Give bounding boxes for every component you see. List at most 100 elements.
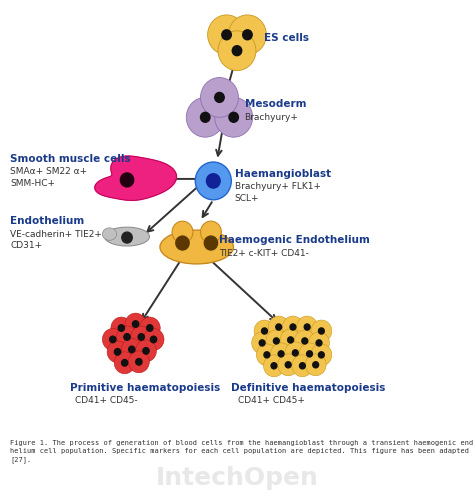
Circle shape [120,173,134,187]
Circle shape [207,174,220,188]
Text: SCL+: SCL+ [235,194,259,203]
Circle shape [243,30,252,40]
Ellipse shape [176,236,189,250]
Circle shape [285,342,306,364]
Circle shape [280,329,301,351]
Circle shape [264,355,284,377]
Text: CD41+ CD45-: CD41+ CD45- [75,396,137,405]
Text: TIE2+ c-KIT+ CD41-: TIE2+ c-KIT+ CD41- [219,248,309,257]
Circle shape [121,338,142,360]
Circle shape [285,362,291,368]
Circle shape [294,330,315,352]
Circle shape [111,317,132,339]
Circle shape [201,221,221,243]
Text: Haemogenic Endothelium: Haemogenic Endothelium [219,235,370,245]
Circle shape [201,112,210,122]
Circle shape [117,326,137,348]
Circle shape [114,348,121,355]
Circle shape [313,362,319,368]
Text: Definitive haematopoiesis: Definitive haematopoiesis [231,383,386,393]
Circle shape [172,221,193,243]
Text: CD31+: CD31+ [10,241,43,250]
Circle shape [271,343,292,365]
Text: ES cells: ES cells [264,33,310,43]
Circle shape [271,363,277,369]
Circle shape [125,313,146,335]
Circle shape [228,15,266,55]
Circle shape [229,112,238,122]
Circle shape [131,326,152,348]
Circle shape [218,31,256,71]
Circle shape [299,343,320,365]
Circle shape [195,162,231,200]
Circle shape [278,354,299,376]
Text: Figure 1. The process of generation of blood cells from the haemangioblast throu: Figure 1. The process of generation of b… [10,440,474,463]
Circle shape [201,78,238,117]
Circle shape [297,316,318,338]
Circle shape [259,340,265,346]
Circle shape [232,46,242,56]
Circle shape [300,363,305,369]
Circle shape [302,338,308,344]
Circle shape [107,341,128,363]
Text: Smooth muscle cells: Smooth muscle cells [10,154,131,164]
Text: Brachyury+ FLK1+: Brachyury+ FLK1+ [235,182,320,191]
Circle shape [254,320,275,342]
Circle shape [319,328,324,334]
Circle shape [128,351,149,373]
Text: Primitive haematopoiesis: Primitive haematopoiesis [70,383,220,393]
Text: Brachyury+: Brachyury+ [245,113,299,122]
Circle shape [186,97,224,137]
Circle shape [288,337,293,343]
Circle shape [292,355,313,377]
Circle shape [109,336,116,343]
Circle shape [311,344,332,366]
Circle shape [215,92,224,102]
Circle shape [252,332,273,354]
Circle shape [256,344,277,366]
Circle shape [143,347,149,354]
Circle shape [136,358,142,365]
Circle shape [132,321,139,328]
Circle shape [136,340,156,362]
Circle shape [283,316,303,338]
Circle shape [143,329,164,350]
Polygon shape [95,156,176,200]
Text: Mesoderm: Mesoderm [245,99,306,109]
Ellipse shape [102,228,117,240]
Ellipse shape [160,230,233,264]
Circle shape [316,340,322,346]
Text: SMM-HC+: SMM-HC+ [10,179,55,188]
Ellipse shape [104,227,150,246]
Circle shape [319,352,324,358]
Circle shape [262,328,267,334]
Circle shape [222,30,231,40]
Circle shape [215,97,253,137]
Circle shape [138,333,145,340]
Ellipse shape [204,236,218,250]
Circle shape [290,324,296,330]
Circle shape [309,332,329,354]
Circle shape [102,329,123,350]
Text: CD41+ CD45+: CD41+ CD45+ [238,396,305,405]
Text: Haemangioblast: Haemangioblast [235,169,331,179]
Circle shape [311,320,332,342]
Text: Endothelium: Endothelium [10,216,85,226]
Circle shape [150,336,157,343]
Circle shape [139,317,160,339]
Circle shape [278,351,284,357]
Circle shape [124,333,130,340]
Circle shape [305,354,326,376]
Circle shape [118,325,125,331]
Circle shape [307,351,312,357]
Text: VE-cadherin+ TIE2+: VE-cadherin+ TIE2+ [10,230,102,239]
Circle shape [264,352,270,358]
Circle shape [268,316,289,338]
Circle shape [121,359,128,366]
Circle shape [273,338,279,344]
Text: SMAα+ SM22 α+: SMAα+ SM22 α+ [10,167,88,176]
Circle shape [128,346,135,353]
Circle shape [208,15,246,55]
Circle shape [276,324,282,330]
Circle shape [266,330,287,352]
